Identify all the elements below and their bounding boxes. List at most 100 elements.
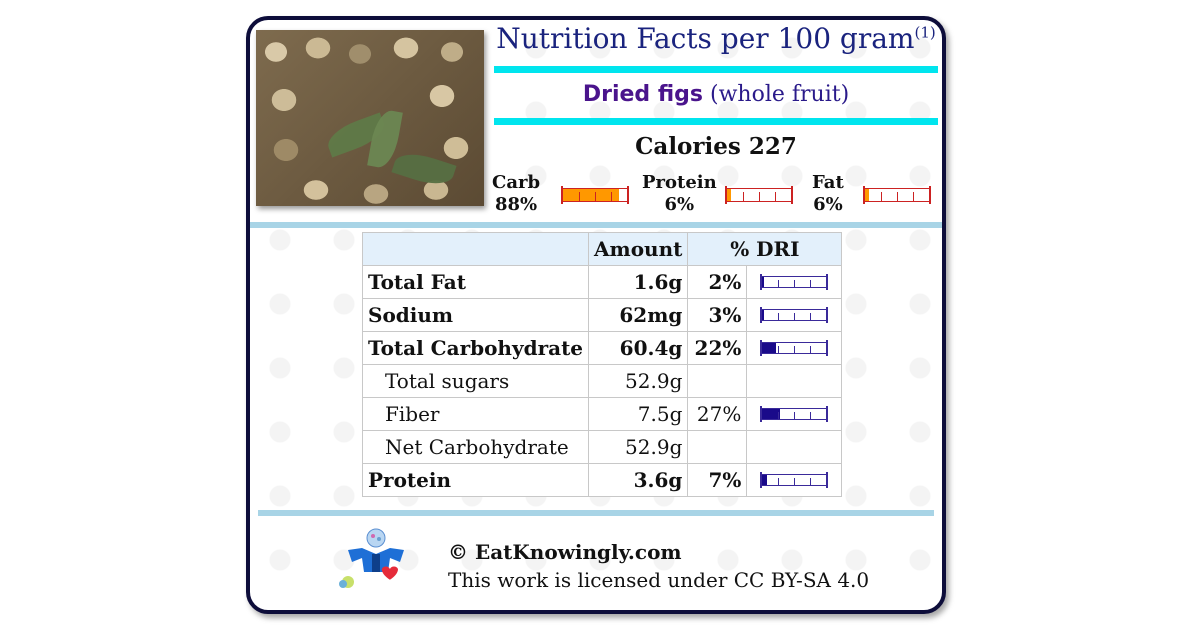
dri-bar [760,406,829,422]
header-nutrient [361,232,590,266]
macro-meter-fill [563,189,620,201]
dri-bar-tick [778,346,780,353]
license-link[interactable]: This work is licensed under CC BY-SA 4.0 [448,568,870,592]
dri-bar-tick [794,313,796,320]
nutrient-name: Total Fat [361,265,590,299]
macro-label: Carb [492,172,541,193]
dri-bar [760,340,829,356]
dri-bar-tick [778,313,780,320]
nutrient-name: Net Carbohydrate [361,430,590,464]
nutrient-dri-bar-cell [746,298,843,332]
nutrient-amount: 7.5g [588,397,689,431]
footer-separator [258,510,934,516]
brand-link[interactable]: © EatKnowingly.com [448,540,682,564]
card-title: Nutrition Facts per 100 gram(1) [494,22,938,55]
table-row: Fiber 7.5g 27% [361,397,843,431]
macro-meter-fat [863,186,931,204]
calories-line: Calories 227 [494,133,938,160]
nutrient-dri-percent [687,430,748,464]
dri-bar-tick [794,412,796,419]
dri-bar-tick [794,478,796,485]
dri-bar-fill [762,310,765,320]
macro-meter-carb [561,186,629,204]
nutrient-dri-percent: 3% [687,298,748,332]
food-name: Dried figs [582,82,703,107]
calories-label: Calories [635,133,741,160]
leaf-shape [391,147,457,191]
food-photo [256,30,484,206]
food-divider [494,118,938,125]
dri-bar-tick [794,280,796,287]
nutrient-name: Protein [361,463,590,497]
macro-meter-fill [727,189,731,201]
macro-fat: Fat 6% [812,172,844,216]
logo-heart-icon [381,566,398,580]
table-row: Protein 3.6g 7% [361,463,843,497]
macro-percent: 6% [664,194,695,215]
nutrient-dri-percent: 7% [687,463,748,497]
logo-head-icon [366,528,386,548]
macro-meter-tick [759,192,760,201]
dri-bar-fill [762,409,780,419]
title-divider [494,66,938,73]
macro-meter-tick [743,192,744,201]
dri-bar-tick [810,412,812,419]
macro-meter-tick [611,192,612,201]
nutrient-dri-bar-cell [746,463,843,497]
macro-protein: Protein 6% [642,172,717,216]
dri-bar-tick [778,478,780,485]
table-row: Total sugars 52.9g [361,364,843,398]
header-dri: % DRI [687,232,843,266]
dri-bar [760,472,829,488]
macro-meter-tick [595,192,596,201]
dri-bar-tick [810,478,812,485]
nutrient-name: Sodium [361,298,590,332]
macro-percent: 6% [813,194,843,215]
nutrient-table: Amount % DRI Total Fat 1.6g 2% Sodium 62mg 3%… [361,232,843,497]
nutrient-dri-percent: 27% [687,397,748,431]
table-header-row: Amount % DRI [361,232,843,266]
nutrient-dri-percent: 22% [687,331,748,365]
nutrient-dri-percent: 2% [687,265,748,299]
nutrition-card: Nutrition Facts per 100 gram(1) Dried fi… [246,16,946,614]
title-text: Nutrition Facts per 100 gram [496,22,915,55]
macro-label: Fat [812,172,844,193]
nutrient-dri-bar-cell [746,265,843,299]
macro-percent: 88% [494,194,538,215]
nutrient-name: Fiber [361,397,590,431]
nutrient-dri-bar-cell [746,364,843,398]
dri-bar-fill [762,277,764,287]
nutrient-amount: 52.9g [588,430,689,464]
footnote-mark[interactable]: (1) [914,23,936,42]
nutrient-amount: 1.6g [588,265,689,299]
macro-label: Protein [642,172,717,193]
macro-meter-protein [725,186,793,204]
nutrient-dri-bar-cell [746,430,843,464]
table-row: Total Carbohydrate 60.4g 22% [361,331,843,365]
dri-bar-tick [810,280,812,287]
table-row: Net Carbohydrate 52.9g [361,430,843,464]
dri-bar-fill [762,343,777,353]
nutrient-dri-percent [687,364,748,398]
nutrient-amount: 60.4g [588,331,689,365]
macro-carb: Carb 88% [492,172,540,216]
nutrient-amount: 62mg [588,298,689,332]
dri-bar [760,307,829,323]
food-qualifier: (whole fruit) [709,82,850,107]
dri-bar-tick [810,346,812,353]
dri-bar-tick [778,412,780,419]
table-row: Total Fat 1.6g 2% [361,265,843,299]
nutrient-amount: 3.6g [588,463,689,497]
dri-bar [760,274,829,290]
dri-bar-tick [794,346,796,353]
nutrient-dri-bar-cell [746,397,843,431]
dri-bar-fill [762,475,767,485]
macro-meter-tick [913,192,914,201]
macro-meter-fill [865,189,869,201]
eatknowingly-logo [339,528,404,588]
macro-meter-tick [775,192,776,201]
nutrient-amount: 52.9g [588,364,689,398]
nutrient-dri-bar-cell [746,331,843,365]
dri-bar-tick [810,313,812,320]
table-row: Sodium 62mg 3% [361,298,843,332]
